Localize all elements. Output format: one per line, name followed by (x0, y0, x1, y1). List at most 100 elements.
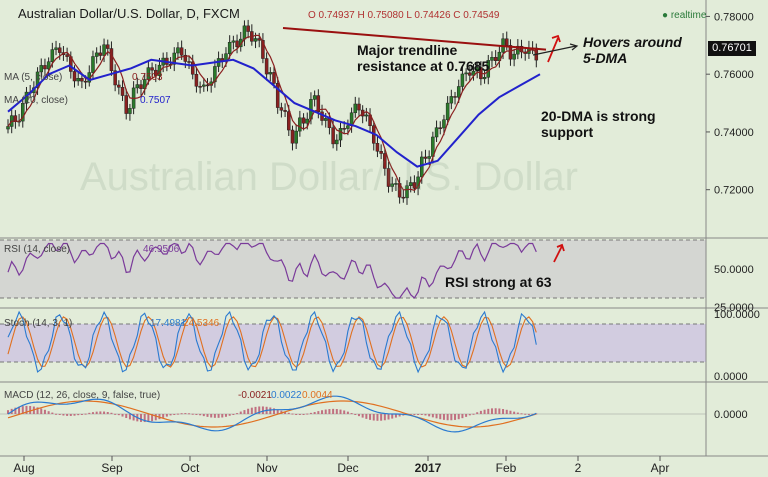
macd-histogram-bar (55, 413, 58, 415)
candle-body (335, 139, 339, 145)
ma5-line (7, 34, 537, 191)
candle-body (305, 118, 309, 124)
macd-histogram-bar (228, 414, 231, 416)
candle-body (187, 61, 191, 63)
candle-body (43, 65, 47, 70)
candle-body (442, 119, 446, 129)
candle-body (150, 67, 154, 71)
macd-histogram-bar (114, 413, 117, 415)
candle-body (301, 117, 306, 124)
candle-body (379, 151, 383, 154)
macd-line (7, 395, 537, 433)
candle-body (80, 78, 84, 82)
macd-histogram-bar (147, 414, 150, 422)
macd-histogram-bar (335, 409, 338, 414)
candle-body (468, 72, 472, 76)
macd-histogram-bar (140, 414, 142, 422)
candle-body (124, 95, 128, 114)
macd-histogram-bar (254, 406, 257, 414)
rsi-label[interactable]: RSI (14, close) (4, 244, 71, 255)
macd-histogram-bar (502, 409, 505, 414)
macd-histogram-bar (476, 412, 479, 414)
symbol-watermark: Australian Dollar/U.S. Dollar (80, 155, 578, 199)
candle-body (83, 80, 88, 83)
candle-body (253, 38, 258, 42)
candle-body (323, 118, 328, 121)
macd-histogram-bar (520, 413, 523, 415)
macd-histogram-bar (391, 414, 394, 419)
macd-histogram-bar (239, 411, 242, 414)
macd-histogram-bar (516, 412, 519, 414)
macd-histogram-bar (354, 414, 357, 415)
candle-body (316, 95, 321, 113)
candle-body (6, 126, 10, 130)
candle-body (50, 49, 55, 62)
macd-histogram-bar (29, 405, 32, 414)
macd-histogram-bar (250, 407, 253, 414)
macd-value-3: 0.0044 (302, 390, 333, 401)
macd-histogram-bar (479, 410, 482, 414)
macd-histogram-bar (91, 412, 94, 414)
macd-histogram-bar (287, 412, 290, 414)
realtime-dot-icon: ● (662, 10, 669, 21)
candle-body (54, 47, 58, 50)
macd-histogram-bar (213, 414, 216, 418)
rsi-line (7, 242, 537, 299)
macd-histogram-bar (117, 414, 120, 416)
macd-histogram-bar (99, 411, 102, 414)
candle-body (46, 61, 51, 70)
rsi-note: RSI strong at 63 (445, 274, 552, 290)
time-tick-label: Sep (101, 461, 123, 475)
candle-body (364, 114, 369, 117)
ma20-label[interactable]: MA (20, close) (4, 95, 68, 106)
ma5-label[interactable]: MA (5, close) (4, 72, 63, 83)
candle-body (464, 72, 468, 75)
candle-body (268, 72, 273, 75)
time-tick-label: Feb (496, 461, 517, 475)
candle-body (246, 25, 250, 32)
candle-body (190, 61, 195, 75)
macd-histogram-bar (77, 414, 80, 416)
dma-note: 20-DMA is strong support (541, 108, 656, 140)
macd-histogram-bar (383, 414, 386, 421)
candle-body (183, 54, 188, 62)
macd-histogram-bar (206, 414, 209, 417)
macd-histogram-bar (483, 409, 486, 414)
stoch-label[interactable]: Stoch (14, 3, 1) (4, 318, 73, 329)
price-tick-label: 0.78000 (714, 11, 754, 23)
candle-body (298, 117, 302, 132)
candle-body (135, 84, 140, 89)
macd-histogram-bar (435, 414, 438, 419)
candle-body (146, 67, 151, 80)
macd-histogram-bar (143, 414, 146, 423)
candle-body (139, 84, 143, 89)
price-tick-label: 0.76000 (714, 69, 754, 81)
candle-body (39, 65, 43, 73)
macd-histogram-bar (162, 414, 165, 418)
stoch-d-value: 24.5346 (183, 318, 220, 329)
macd-histogram-bar (176, 413, 179, 415)
candle-body (279, 107, 284, 111)
candle-body (272, 72, 276, 84)
macd-histogram-bar (420, 414, 423, 415)
macd-histogram-bar (498, 408, 501, 414)
macd-histogram-bar (505, 409, 508, 414)
macd-histogram-bar (132, 414, 135, 421)
candle-body (179, 47, 184, 56)
ohlc-readout: O 0.74937 H 0.75080 L 0.74426 C 0.74549 (308, 10, 500, 21)
candle-body (106, 44, 110, 49)
macd-histogram-bar (332, 408, 335, 414)
macd-histogram-bar (350, 413, 353, 415)
macd-histogram-bar (361, 414, 364, 418)
macd-histogram-bar (302, 414, 305, 415)
macd-histogram-bar (191, 413, 194, 415)
candle-body (357, 103, 361, 111)
macd-histogram-bar (442, 414, 445, 420)
macd-label[interactable]: MACD (12, 26, close, 9, false, true) (4, 390, 161, 401)
candle-body (453, 96, 457, 98)
macd-histogram-bar (313, 412, 316, 414)
trendline-note-line2: resistance at 0.7685 (357, 58, 490, 74)
candle-body (205, 84, 210, 87)
